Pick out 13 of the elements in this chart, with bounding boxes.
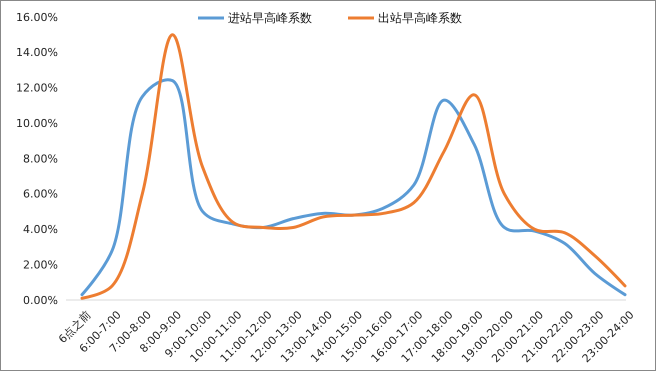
y-tick-label: 8.00%: [23, 152, 58, 166]
y-tick-label: 14.00%: [16, 46, 58, 60]
line-series: [80, 78, 626, 296]
line-series: [80, 33, 626, 300]
y-tick-label: 0.00%: [23, 294, 58, 307]
y-tick-label: 16.00%: [16, 10, 58, 24]
y-tick-label: 2.00%: [23, 258, 58, 272]
y-tick-label: 6.00%: [23, 188, 58, 201]
legend-label: 进站早高峰系数: [228, 11, 312, 26]
y-tick-label: 10.00%: [16, 116, 58, 130]
y-tick-label: 4.00%: [23, 223, 58, 236]
legend-label: 出站早高峰系数: [378, 11, 462, 26]
y-tick-label: 12.00%: [16, 82, 58, 95]
